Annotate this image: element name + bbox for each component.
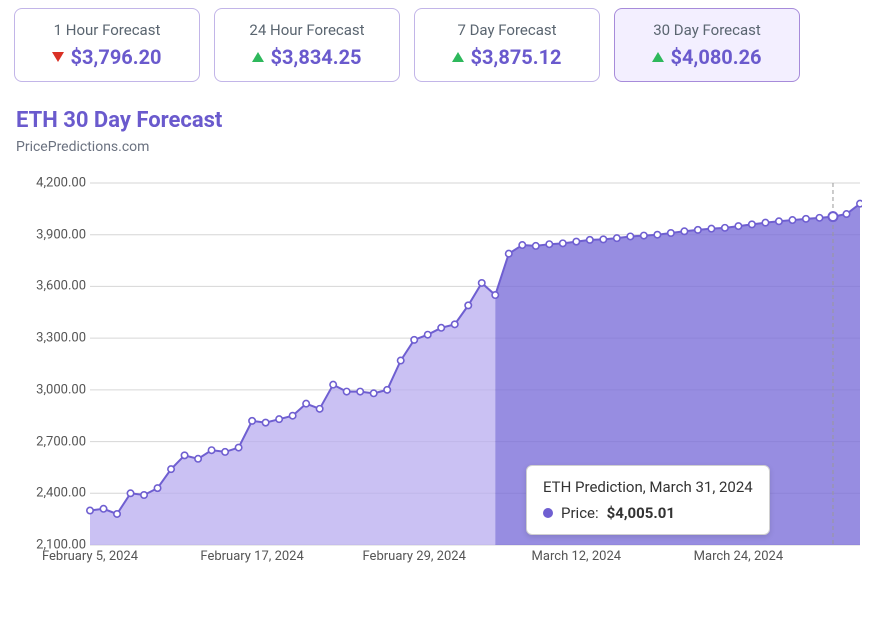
- y-axis-label: 4,200.00: [24, 176, 86, 191]
- forecast-card-value: $4,080.26: [670, 45, 761, 69]
- forecast-card-value: $3,875.12: [470, 45, 561, 69]
- x-axis-label: February 17, 2024: [200, 549, 303, 564]
- y-axis-label: 2,400.00: [24, 486, 86, 501]
- y-axis-label: 2,700.00: [24, 434, 86, 449]
- tooltip-price-label: Price:: [561, 504, 599, 522]
- chart-subtitle: PricePredictions.com: [16, 139, 863, 155]
- forecast-card-value-row: $4,080.26: [633, 45, 781, 69]
- forecast-card-label: 7 Day Forecast: [433, 21, 581, 39]
- forecast-card-2[interactable]: 7 Day Forecast $3,875.12: [414, 8, 600, 82]
- chart-container[interactable]: ETH Prediction, March 31, 2024 Price: $4…: [14, 173, 862, 593]
- forecast-card-value-row: $3,796.20: [33, 45, 181, 69]
- forecast-card-value-row: $3,834.25: [233, 45, 381, 69]
- x-axis-label: March 12, 2024: [532, 549, 622, 564]
- forecast-card-label: 1 Hour Forecast: [33, 21, 181, 39]
- x-axis-label: March 24, 2024: [694, 549, 784, 564]
- arrow-up-icon: [252, 52, 264, 62]
- forecast-card-label: 24 Hour Forecast: [233, 21, 381, 39]
- forecast-card-label: 30 Day Forecast: [633, 21, 781, 39]
- arrow-down-icon: [52, 52, 64, 62]
- tooltip-title: ETH Prediction, March 31, 2024: [543, 478, 753, 496]
- x-axis-label: February 29, 2024: [363, 549, 466, 564]
- x-axis-label: February 5, 2024: [42, 549, 138, 564]
- y-axis-label: 3,300.00: [24, 331, 86, 346]
- forecast-card-value: $3,834.25: [270, 45, 361, 69]
- chart-tooltip: ETH Prediction, March 31, 2024 Price: $4…: [526, 465, 770, 535]
- forecast-card-0[interactable]: 1 Hour Forecast $3,796.20: [14, 8, 200, 82]
- forecast-card-value: $3,796.20: [70, 45, 161, 69]
- tooltip-price-value: $4,005.01: [607, 504, 675, 522]
- forecast-card-1[interactable]: 24 Hour Forecast $3,834.25: [214, 8, 400, 82]
- y-axis-label: 3,000.00: [24, 382, 86, 397]
- tooltip-price-row: Price: $4,005.01: [543, 504, 753, 522]
- chart-title: ETH 30 Day Forecast: [16, 108, 863, 133]
- forecast-card-value-row: $3,875.12: [433, 45, 581, 69]
- y-axis-label: 3,600.00: [24, 279, 86, 294]
- y-axis-label: 3,900.00: [24, 227, 86, 242]
- tooltip-dot-icon: [543, 508, 553, 518]
- arrow-up-icon: [452, 52, 464, 62]
- forecast-card-3[interactable]: 30 Day Forecast $4,080.26: [614, 8, 800, 82]
- arrow-up-icon: [652, 52, 664, 62]
- forecast-cards-row: 1 Hour Forecast $3,796.20 24 Hour Forecast…: [14, 8, 863, 82]
